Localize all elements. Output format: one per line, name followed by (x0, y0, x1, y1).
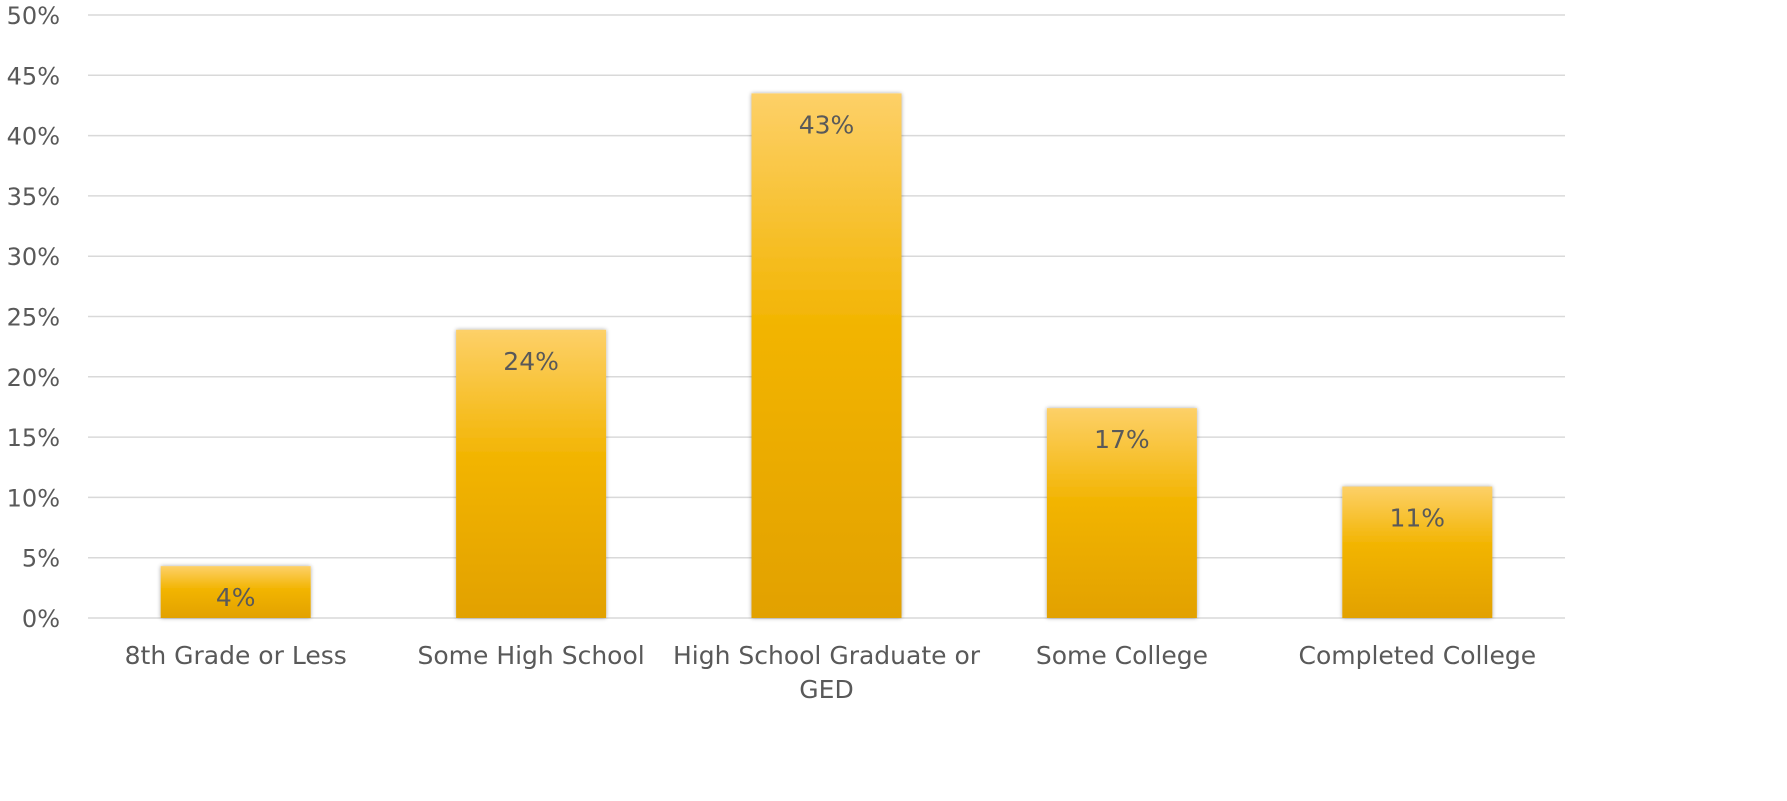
y-tick-label: 25% (7, 304, 60, 332)
y-tick-label: 40% (7, 123, 60, 151)
y-tick-label: 15% (7, 424, 60, 452)
y-tick-label: 5% (22, 545, 60, 573)
y-tick-label: 45% (7, 62, 60, 90)
category-label: GED (799, 675, 853, 704)
category-label: Completed College (1299, 641, 1537, 670)
bar (456, 329, 607, 618)
y-tick-label: 10% (7, 484, 60, 512)
bar (1046, 408, 1197, 618)
category-label: High School Graduate or (673, 641, 981, 670)
y-axis-tick-labels: 0% 5% 10% 15% 20% 25% 30% 35% 40% 45% 50% (7, 2, 60, 633)
y-tick-label: 30% (7, 243, 60, 271)
bar (160, 566, 311, 618)
x-axis-category-labels: 8th Grade or Less Some High School High Sc… (125, 641, 1536, 704)
bar (1342, 486, 1493, 618)
data-label: 24% (503, 347, 559, 376)
data-label: 43% (799, 110, 855, 139)
bars (160, 93, 1493, 618)
y-tick-label: 35% (7, 183, 60, 211)
y-tick-label: 0% (22, 605, 60, 633)
bar (751, 93, 902, 618)
category-label: Some High School (417, 641, 644, 670)
y-tick-label: 50% (7, 2, 60, 30)
data-labels: 4% 24% 43% 17% 11% (216, 110, 1445, 612)
data-label: 4% (216, 583, 256, 612)
category-label: 8th Grade or Less (125, 641, 347, 670)
data-label: 11% (1390, 504, 1446, 533)
data-label: 17% (1094, 425, 1150, 454)
category-label: Some College (1036, 641, 1208, 670)
y-tick-label: 20% (7, 364, 60, 392)
